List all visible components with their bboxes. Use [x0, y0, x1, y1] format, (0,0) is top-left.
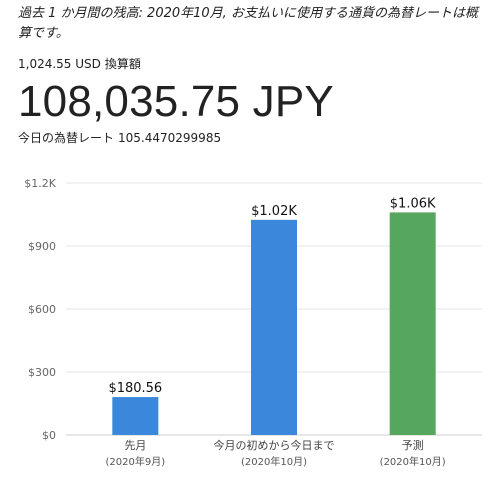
y-tick-label: $1.2K [24, 177, 56, 190]
x-category-sublabel: (2020年9月) [106, 455, 166, 468]
usd-amount: 1,024.55 USD [18, 57, 101, 71]
bar [112, 397, 159, 435]
bar-value-label: $180.56 [108, 381, 162, 396]
balance-period-note: 過去 1 か月間の残高: 2020年10月, お支払いに使用する通貨の為替レート… [18, 6, 478, 41]
x-category-label: 先月 [124, 439, 146, 452]
bar [389, 212, 436, 435]
bar-value-label: $1.02K [251, 204, 297, 219]
y-tick-label: $600 [28, 303, 56, 316]
x-category-sublabel: (2020年10月) [380, 455, 446, 468]
usd-amount-line: 1,024.55 USD 換算額 [18, 55, 145, 72]
y-tick-label: $0 [42, 429, 56, 442]
bar [251, 219, 297, 435]
exchange-rate-label: 今日の為替レート [18, 131, 115, 145]
x-category-sublabel: (2020年10月) [241, 455, 307, 468]
exchange-rate-line: 今日の為替レート 105.4470299985 [18, 129, 225, 146]
bar-value-label: $1.06K [390, 196, 436, 211]
exchange-rate-value: 105.4470299985 [118, 131, 222, 145]
usd-converted-label: 換算額 [104, 57, 141, 71]
converted-amount: 108,035.75 JPY [18, 77, 334, 126]
x-category-label: 予測 [402, 438, 424, 452]
y-tick-label: $900 [28, 240, 56, 253]
y-tick-label: $300 [28, 366, 56, 379]
x-category-label: 今月の初めから今日まで [214, 438, 335, 452]
